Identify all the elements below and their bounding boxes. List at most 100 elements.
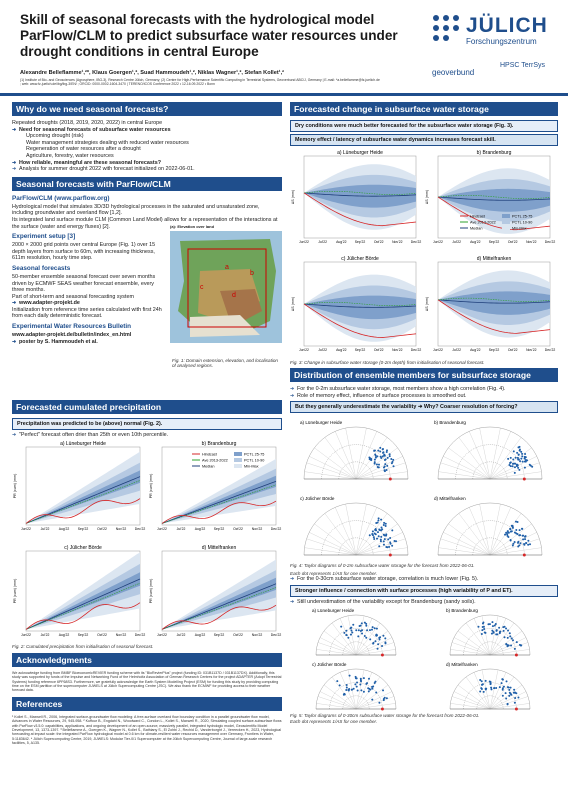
taylor-member-dot xyxy=(363,621,366,624)
taylor-radial xyxy=(448,523,491,556)
taylor-arc xyxy=(455,444,525,480)
taylor-member-dot xyxy=(381,645,384,648)
taylor-member-dot xyxy=(379,540,382,543)
taylor-radial xyxy=(443,456,491,480)
taylor-member-dot xyxy=(367,678,370,681)
taylor-radial xyxy=(453,637,491,656)
taylor-reference-dot xyxy=(388,553,392,557)
taylor-radial xyxy=(355,703,396,710)
taylor-member-dot xyxy=(352,624,355,627)
taylor-radial xyxy=(355,547,408,556)
taylor-member-dot xyxy=(508,695,511,698)
x-tick-label: Aug'22 xyxy=(195,527,206,531)
taylor-arc xyxy=(476,695,504,710)
taylor-reference-dot xyxy=(514,653,518,657)
median-line xyxy=(303,303,417,308)
taylor-radial xyxy=(355,685,389,710)
taylor-diagrams-0-30cm: a) Lüneburger Heide b) Brandenburg c) Jüli… xyxy=(312,608,531,711)
legend-label: Median xyxy=(202,464,214,468)
taylor-member-dot xyxy=(506,644,509,647)
hindcast-line xyxy=(437,196,551,231)
taylor-radial xyxy=(355,428,367,480)
taylor-member-dot xyxy=(523,535,526,538)
bulletin-link[interactable]: www.adapter-projekt.de/bulletin/index_en… xyxy=(12,332,132,339)
bulletin-title: Experimental Water Resources Bulletin xyxy=(12,323,132,331)
x-tick-label: Jun'22 xyxy=(157,527,167,531)
y-axis-label: PR (cum) (mm) xyxy=(149,473,153,498)
taylor-member-dot xyxy=(509,686,512,689)
average-line xyxy=(25,479,141,524)
taylor-member-dot xyxy=(498,627,501,630)
taylor-member-dot xyxy=(489,681,492,684)
taylor-radial xyxy=(324,437,357,480)
taylor-member-dot xyxy=(479,679,482,682)
taylor-member-dot xyxy=(502,630,505,633)
x-tick-label: Dec'22 xyxy=(135,527,146,531)
taylor-member-dot xyxy=(377,449,380,452)
taylor-member-dot xyxy=(509,461,512,464)
taylor-member-dot xyxy=(501,695,504,698)
taylor-member-dot xyxy=(527,543,530,546)
taylor-member-dot xyxy=(391,544,394,547)
fcchange-box-2: Memory effect / latency of subsurface wa… xyxy=(290,134,558,146)
taylor-arc xyxy=(315,669,397,710)
taylor-member-dot xyxy=(515,641,518,644)
taylor-member-dot xyxy=(389,541,392,544)
taylor-radial xyxy=(473,672,491,710)
taylor-member-dot xyxy=(378,638,381,641)
taylor-member-dot xyxy=(513,689,516,692)
taylor-member-dot xyxy=(372,536,375,539)
taylor-radial xyxy=(355,637,393,656)
taylor-radial xyxy=(473,618,491,656)
x-tick-label: Sep'22 xyxy=(489,240,500,244)
taylor-member-dot xyxy=(511,527,514,530)
taylor-member-dot xyxy=(508,689,511,692)
hindcast-line xyxy=(161,604,277,630)
taylor-member-dot xyxy=(516,457,519,460)
taylor-member-dot xyxy=(377,643,380,646)
taylor-member-dot xyxy=(484,680,487,683)
taylor-member-dot xyxy=(514,520,517,523)
taylor-member-dot xyxy=(518,448,521,451)
taylor-radial xyxy=(458,513,491,556)
section-heading-fcchange: Forecasted change in subsurface water st… xyxy=(290,102,558,116)
taylor-member-dot xyxy=(492,632,495,635)
taylor-member-dot xyxy=(520,457,523,460)
hindcast-line xyxy=(303,303,417,338)
band-pctl-25-75 xyxy=(26,571,140,630)
taylor-radial xyxy=(451,642,491,656)
taylor-radial xyxy=(324,513,357,556)
taylor-reference-dot xyxy=(380,707,384,711)
dist-bullet-4: Still underestimation of the variability… xyxy=(290,599,558,606)
taylor-member-dot xyxy=(488,623,491,626)
taylor-member-dot xyxy=(373,627,376,630)
taylor-member-dot xyxy=(374,453,377,456)
taylor-member-dot xyxy=(371,626,374,629)
taylor-radial xyxy=(355,691,393,710)
taylor-reference-dot xyxy=(514,707,518,711)
taylor-member-dot xyxy=(366,682,369,685)
legend-swatch xyxy=(234,457,242,462)
taylor-radial xyxy=(317,696,357,710)
taylor-radial xyxy=(347,616,357,656)
taylor-member-dot xyxy=(529,543,532,546)
taylor-member-dot xyxy=(507,629,510,632)
section-heading-dist: Distribution of ensemble members for sub… xyxy=(290,368,558,382)
taylor-reference-dot xyxy=(380,653,384,657)
taylor-radial xyxy=(355,504,367,556)
taylor-member-dot xyxy=(345,689,348,692)
taylor-title: b) Brandenburg xyxy=(446,608,478,613)
x-tick-label: Nov'22 xyxy=(116,633,127,637)
taylor-radial xyxy=(319,691,357,710)
x-tick-label: Sep'22 xyxy=(355,240,366,244)
taylor-radial xyxy=(489,437,522,480)
average-line xyxy=(303,302,417,306)
y-axis-label: PR (cum) (mm) xyxy=(149,578,153,603)
plot-title: a) Lüneburger Heide xyxy=(60,441,106,447)
taylor-radial xyxy=(489,471,542,480)
fcchange-figure: a) Lüneburger Heide ΔS (mm) Jun'22 Jul'22 Au… xyxy=(290,148,558,368)
x-tick-label: Oct'22 xyxy=(97,527,107,531)
taylor-member-dot xyxy=(349,627,352,630)
taylor-member-dot xyxy=(509,539,512,542)
adapter-link[interactable]: www.adapter-projekt.de xyxy=(12,300,162,307)
